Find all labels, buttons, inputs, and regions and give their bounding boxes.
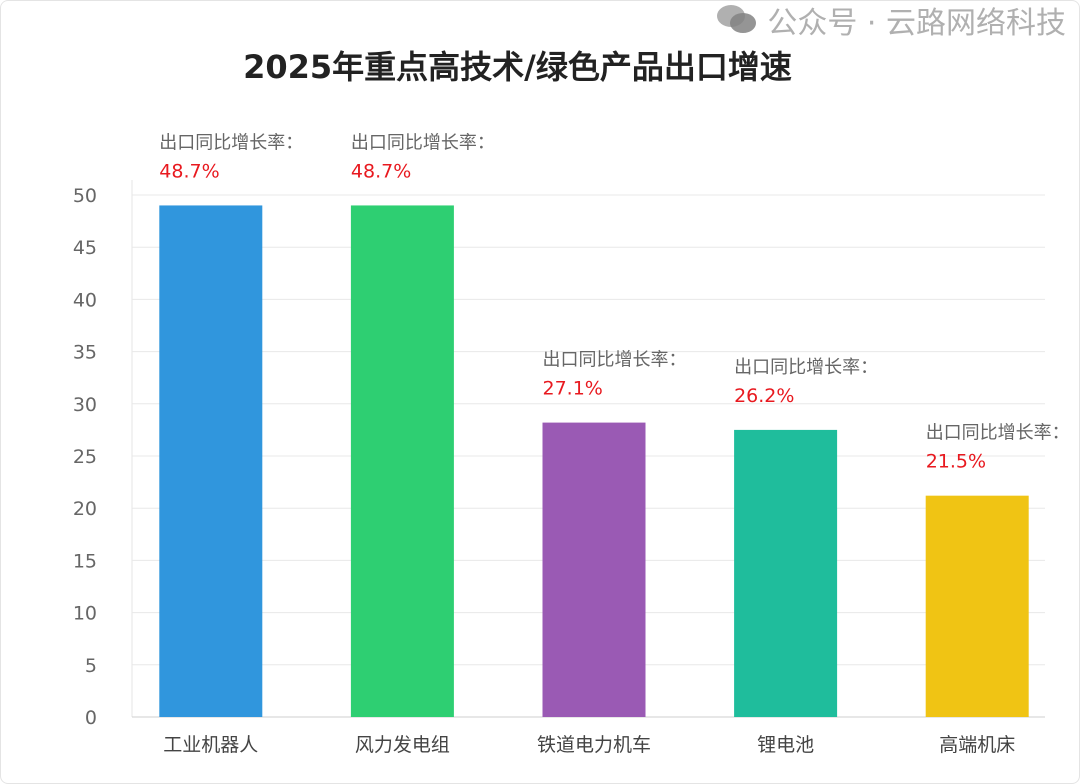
annotation-label: 出口同比增长率： bbox=[734, 357, 878, 378]
y-tick-label: 40 bbox=[73, 289, 97, 311]
x-tick-label: 铁道电力机车 bbox=[537, 734, 651, 756]
chart-title: 2025年重点高技术/绿色产品出口增速 bbox=[243, 48, 792, 86]
y-tick-label: 50 bbox=[73, 185, 97, 207]
wechat-icon bbox=[715, 2, 759, 45]
watermark: 公众号 · 云路网络科技 bbox=[715, 2, 1066, 45]
bar bbox=[734, 429, 838, 717]
x-tick-label: 锂电池 bbox=[757, 734, 814, 756]
bar bbox=[925, 495, 1029, 717]
y-tick-label: 30 bbox=[73, 394, 97, 416]
y-tick-label: 45 bbox=[73, 237, 97, 259]
y-tick-label: 20 bbox=[73, 498, 97, 520]
annotation-label: 出口同比增长率： bbox=[351, 132, 495, 153]
x-tick-label: 风力发电组 bbox=[355, 734, 450, 756]
y-tick-label: 0 bbox=[85, 707, 97, 729]
annotation-label: 出口同比增长率： bbox=[543, 350, 687, 371]
y-tick-label: 35 bbox=[73, 342, 97, 364]
watermark-text: 公众号 · 云路网络科技 bbox=[767, 5, 1066, 41]
annotation-value: 21.5% bbox=[926, 451, 986, 473]
x-tick-label: 高端机床 bbox=[939, 734, 1015, 756]
annotation-label: 出口同比增长率： bbox=[926, 423, 1070, 444]
bar bbox=[159, 205, 263, 717]
y-tick-label: 15 bbox=[73, 550, 97, 572]
annotation-value: 48.7% bbox=[351, 160, 411, 182]
annotation-label: 出口同比增长率： bbox=[159, 132, 303, 153]
x-tick-label: 工业机器人 bbox=[163, 734, 258, 756]
y-tick-label: 25 bbox=[73, 446, 97, 468]
annotation-value: 27.1% bbox=[543, 378, 603, 400]
bar bbox=[350, 205, 454, 717]
annotation-value: 26.2% bbox=[734, 385, 794, 407]
annotation-value: 48.7% bbox=[159, 160, 219, 182]
bar bbox=[542, 422, 646, 717]
y-tick-label: 5 bbox=[85, 655, 97, 677]
y-tick-label: 10 bbox=[73, 603, 97, 625]
